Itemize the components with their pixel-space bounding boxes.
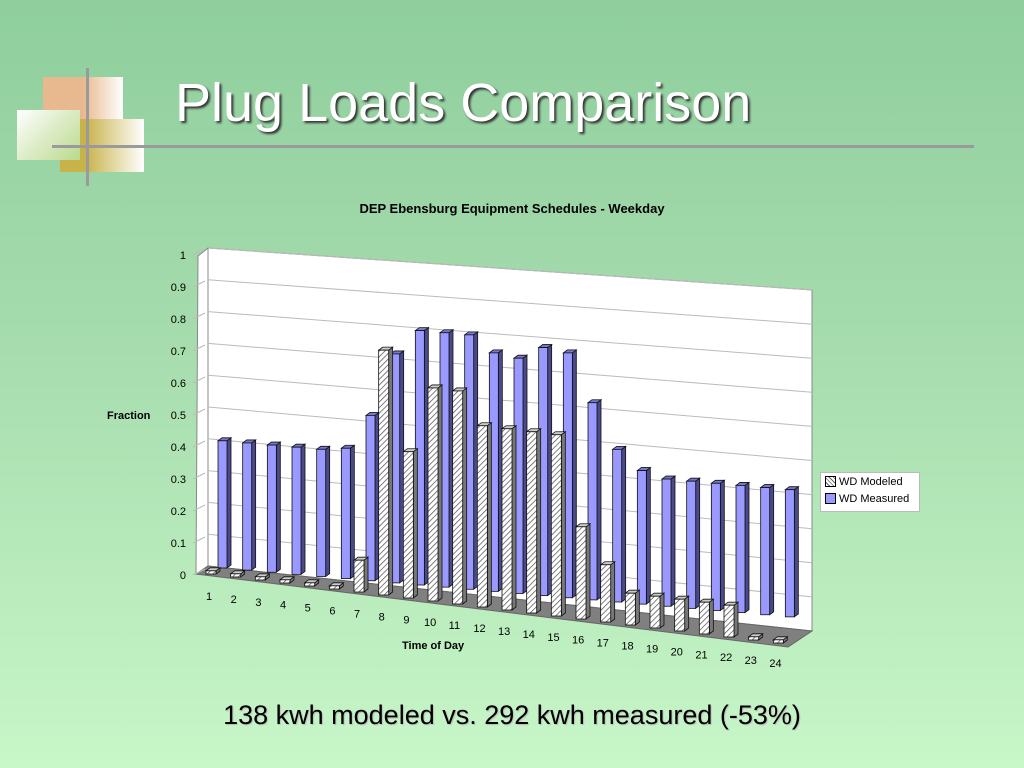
svg-text:10: 10 [424,617,436,629]
svg-text:11: 11 [449,620,460,632]
svg-text:0.9: 0.9 [171,282,186,294]
svg-text:22: 22 [720,652,732,664]
chart-title: DEP Ebensburg Equipment Schedules - Week… [359,201,665,216]
svg-text:13: 13 [498,626,510,638]
chart-legend: WD Modeled WD Measured [820,472,920,512]
slide-title: Plug Loads Comparison [175,73,752,133]
slide-caption: 138 kwh modeled vs. 292 kwh measured (-5… [223,700,801,730]
svg-text:24: 24 [769,658,781,670]
svg-text:21: 21 [695,649,707,661]
svg-text:18: 18 [621,641,633,653]
deco-square-light [17,110,80,160]
svg-text:15: 15 [547,632,559,644]
svg-text:17: 17 [597,638,609,650]
measured-swatch-icon [825,493,836,504]
svg-text:1: 1 [180,250,186,262]
svg-text:9: 9 [403,614,409,626]
title-rule [52,145,974,148]
svg-text:2: 2 [231,594,237,606]
svg-text:1: 1 [206,591,212,603]
svg-text:0.2: 0.2 [171,506,186,518]
svg-text:0.8: 0.8 [171,314,186,326]
svg-text:6: 6 [329,606,335,618]
x-axis-label: Time of Day [402,640,465,652]
svg-text:0.6: 0.6 [171,378,186,390]
svg-text:0.1: 0.1 [171,538,186,550]
svg-text:0.7: 0.7 [171,346,186,358]
svg-text:12: 12 [473,623,485,635]
svg-text:5: 5 [305,603,311,615]
svg-text:19: 19 [646,643,658,655]
y-axis-label: Fraction [107,410,151,422]
svg-text:7: 7 [354,608,360,620]
svg-text:3: 3 [255,597,261,609]
svg-text:23: 23 [745,655,757,667]
svg-text:0.3: 0.3 [171,474,186,486]
svg-text:20: 20 [671,646,683,658]
deco-vertical-rule [86,68,89,186]
svg-text:16: 16 [572,635,584,647]
svg-text:8: 8 [379,611,385,623]
legend-label: WD Modeled [839,475,903,488]
modeled-swatch-icon [825,476,836,487]
legend-item-modeled: WD Modeled [821,473,919,490]
svg-text:14: 14 [523,629,535,641]
svg-text:0.5: 0.5 [171,410,186,422]
legend-label: WD Measured [839,492,910,505]
svg-text:0.4: 0.4 [171,442,186,454]
svg-text:4: 4 [280,600,286,612]
legend-item-measured: WD Measured [821,490,919,507]
svg-text:0: 0 [180,570,186,582]
